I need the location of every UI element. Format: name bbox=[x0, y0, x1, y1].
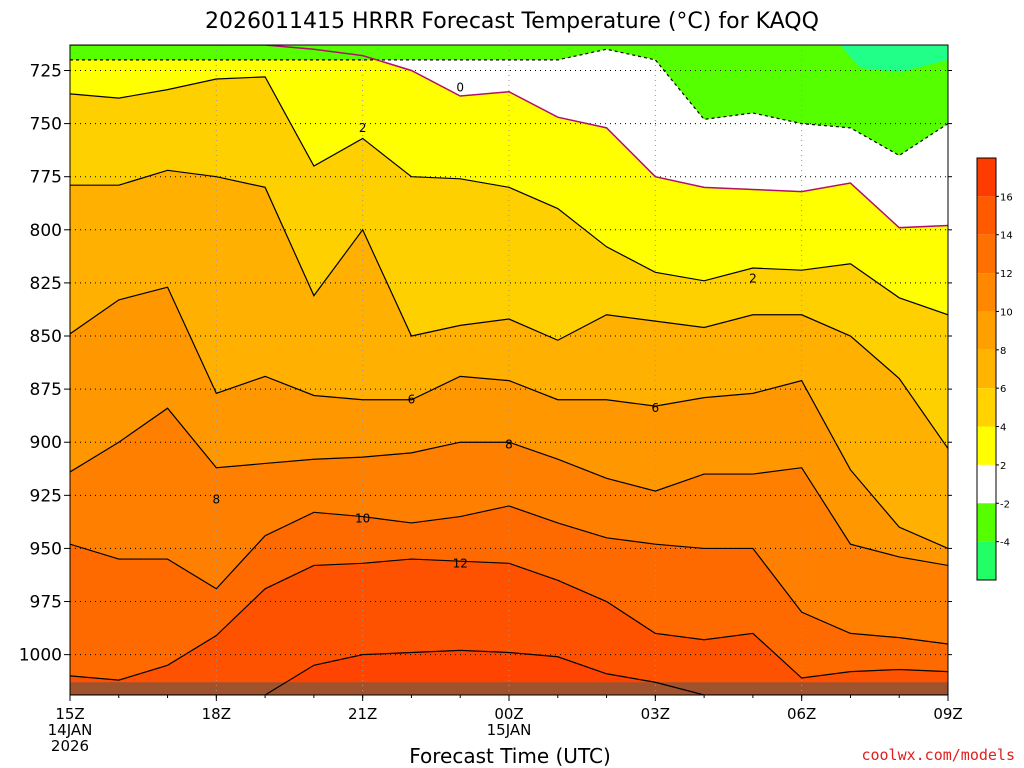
x-tick-label: 06Z bbox=[787, 705, 816, 723]
colorbar-tick-label: 2 bbox=[1000, 461, 1006, 472]
colorbar-bin bbox=[977, 541, 996, 580]
colorbar-bin bbox=[977, 158, 996, 197]
y-tick-label: 1000 bbox=[19, 646, 62, 666]
y-tick-label: 750 bbox=[30, 115, 62, 135]
colorbar-tick-label: 8 bbox=[1000, 346, 1006, 357]
colorbar-bin bbox=[977, 503, 996, 542]
band-below-minus4 bbox=[840, 45, 948, 72]
contour-line-14 bbox=[70, 649, 948, 695]
colorbar-frame bbox=[976, 157, 997, 581]
contour-labels: 0 2 2 6 6 8 8 10 12 bbox=[213, 80, 757, 570]
y-tick-label: 800 bbox=[30, 221, 62, 241]
x-tick-label: 15Z bbox=[55, 705, 84, 723]
x-tick-date: 15JAN bbox=[487, 721, 532, 739]
contour-label: 8 bbox=[213, 493, 221, 507]
y-tick-label: 725 bbox=[30, 61, 62, 81]
colorbar-bin bbox=[977, 234, 996, 274]
contour-label: 0 bbox=[456, 80, 464, 94]
contour-line-8 bbox=[70, 407, 948, 567]
ground bbox=[70, 682, 948, 695]
contour-line-12 bbox=[70, 558, 948, 681]
colorbar-tick-label: -2 bbox=[1000, 499, 1010, 510]
colorbar-tick-label: 10 bbox=[1000, 307, 1013, 318]
contour-line-minus2 bbox=[70, 48, 948, 157]
contour-label: 2 bbox=[749, 272, 757, 286]
credit-text: coolwx.com/models bbox=[861, 746, 1015, 764]
x-tick-label: 21Z bbox=[348, 705, 377, 723]
x-tick-year: 2026 bbox=[51, 737, 89, 755]
colorbar-tick-label: 14 bbox=[1000, 231, 1013, 242]
y-tick-label: 825 bbox=[30, 274, 62, 294]
colorbar-bin bbox=[977, 349, 996, 389]
colorbar-tick-label: -4 bbox=[1000, 538, 1010, 549]
contour-line-4 bbox=[70, 169, 948, 449]
colorbar-bin bbox=[977, 388, 996, 427]
contour-label: 10 bbox=[355, 512, 370, 526]
contour-line-0 bbox=[70, 45, 948, 229]
contour-lines bbox=[70, 45, 948, 695]
y-tick-label: 775 bbox=[30, 168, 62, 188]
contour-line-10 bbox=[70, 505, 948, 645]
colorbar: 16 14 12 10 8 6 4 2 -2 -4 bbox=[976, 157, 1013, 581]
y-tick-label: 975 bbox=[30, 593, 62, 613]
colorbar-tick-label: 6 bbox=[1000, 384, 1006, 395]
contour-label: 6 bbox=[652, 401, 660, 415]
colorbar-bin bbox=[977, 426, 996, 465]
y-tick-label: 900 bbox=[30, 433, 62, 453]
band-above-12 bbox=[70, 559, 948, 695]
contour-label: 6 bbox=[408, 393, 416, 407]
x-axis-label: Forecast Time (UTC) bbox=[409, 744, 611, 768]
contour-label: 8 bbox=[505, 437, 513, 451]
chart-title: 2026011415 HRRR Forecast Temperature (°C… bbox=[205, 9, 819, 34]
x-tick-label: 18Z bbox=[202, 705, 231, 723]
x-tick-label: 09Z bbox=[933, 705, 962, 723]
band-below-minus2 bbox=[70, 45, 948, 156]
colorbar-tick-label: 12 bbox=[1000, 269, 1013, 280]
y-tick-label: 950 bbox=[30, 539, 62, 559]
colorbar-bin bbox=[977, 196, 996, 235]
colorbar-tick-label: 16 bbox=[1000, 192, 1013, 203]
contour-line-2 bbox=[70, 76, 948, 316]
y-tick-label: 875 bbox=[30, 380, 62, 400]
contour-label: 2 bbox=[359, 121, 367, 135]
y-tick-label: 850 bbox=[30, 327, 62, 347]
contour-line-6 bbox=[70, 286, 948, 549]
x-tick-label: 00Z bbox=[494, 705, 523, 723]
colorbar-bin bbox=[977, 273, 996, 312]
colorbar-bin bbox=[977, 464, 996, 504]
x-tick-label: 03Z bbox=[641, 705, 670, 723]
axes: 725 750 775 800 825 850 875 900 925 950 975 1000 15Z… bbox=[19, 44, 963, 755]
contour-label: 12 bbox=[453, 556, 468, 570]
colorbar-bin bbox=[977, 311, 996, 350]
x-tick-date: 14JAN bbox=[48, 721, 93, 739]
colorbar-tick-label: 4 bbox=[1000, 423, 1006, 434]
y-tick-label: 925 bbox=[30, 486, 62, 506]
